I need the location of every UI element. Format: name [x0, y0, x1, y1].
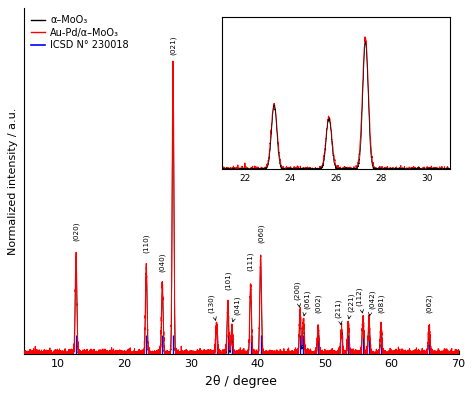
Text: (101): (101) [225, 270, 231, 290]
Text: (200): (200) [293, 280, 301, 307]
Text: (221): (221) [348, 292, 355, 319]
Text: (061): (061) [303, 289, 310, 316]
Legend: α–MoO₃, Au-Pd/α–MoO₃, ICSD N° 230018: α–MoO₃, Au-Pd/α–MoO₃, ICSD N° 230018 [29, 13, 131, 52]
Text: (062): (062) [426, 294, 432, 313]
Text: (020): (020) [73, 222, 79, 242]
Text: (002): (002) [315, 294, 321, 313]
X-axis label: 2θ / degree: 2θ / degree [205, 375, 277, 388]
Text: (081): (081) [378, 294, 384, 313]
Text: (110): (110) [143, 234, 149, 253]
Text: (060): (060) [257, 223, 264, 243]
Text: (111): (111) [247, 251, 254, 271]
Text: (021): (021) [170, 36, 176, 55]
Text: (042): (042) [368, 289, 375, 316]
Text: (211): (211) [335, 298, 342, 325]
Text: (130): (130) [208, 294, 216, 320]
Y-axis label: Normalized intensity / a.u.: Normalized intensity / a.u. [9, 108, 18, 255]
Text: (041): (041) [232, 295, 240, 322]
Text: (040): (040) [159, 253, 165, 272]
Text: (112): (112) [356, 286, 364, 313]
